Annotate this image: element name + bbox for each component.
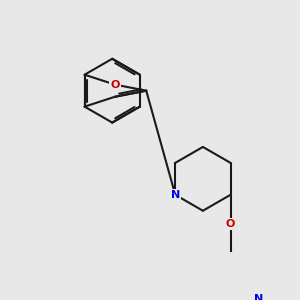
Text: O: O <box>226 219 235 229</box>
Text: N: N <box>254 294 263 300</box>
Text: N: N <box>171 190 180 200</box>
Text: O: O <box>110 80 120 90</box>
